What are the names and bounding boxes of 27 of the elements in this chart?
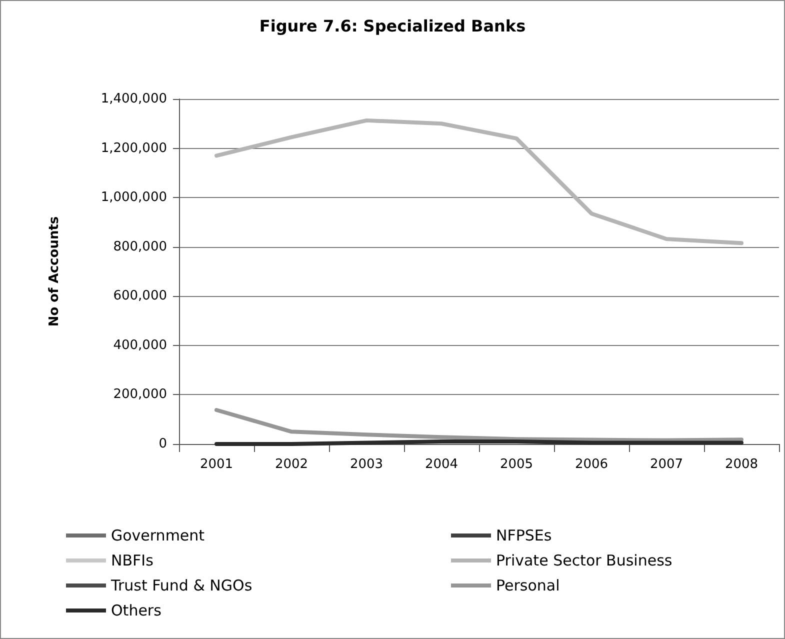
legend-label: NFPSEs <box>496 526 552 544</box>
x-tick-label: 2003 <box>350 457 384 472</box>
legend-label: Government <box>111 526 205 544</box>
x-tick-label: 2006 <box>574 457 608 472</box>
x-tick-label: 2004 <box>424 457 458 472</box>
legend-label: Private Sector Business <box>496 552 672 570</box>
legend-label: Personal <box>496 576 560 594</box>
x-tick-label: 2001 <box>200 457 234 472</box>
x-tick-label: 2007 <box>650 457 684 472</box>
line-series <box>214 118 744 246</box>
x-tick-label: 2002 <box>274 457 308 472</box>
legend-label: Others <box>111 602 162 620</box>
y-tick-label: 200,000 <box>113 387 167 402</box>
y-tick-label: 600,000 <box>113 288 167 304</box>
y-tick-label: 0 <box>158 436 167 452</box>
y-tick-label: 800,000 <box>113 239 167 254</box>
y-tick-label: 1,400,000 <box>100 92 167 106</box>
legend-label: NBFIs <box>111 552 154 570</box>
line-series <box>214 408 744 442</box>
y-tick-label: 1,200,000 <box>100 140 167 156</box>
legend-label: Trust Fund & NGOs <box>110 576 252 594</box>
y-tick-label: 400,000 <box>113 338 167 353</box>
chart-title: Figure 7.6: Specialized Banks <box>259 16 526 36</box>
y-axis-title: No of Accounts <box>47 216 62 327</box>
x-tick-label: 2008 <box>724 457 758 472</box>
x-tick-label: 2005 <box>500 457 534 472</box>
y-tick-label: 1,000,000 <box>100 190 167 206</box>
